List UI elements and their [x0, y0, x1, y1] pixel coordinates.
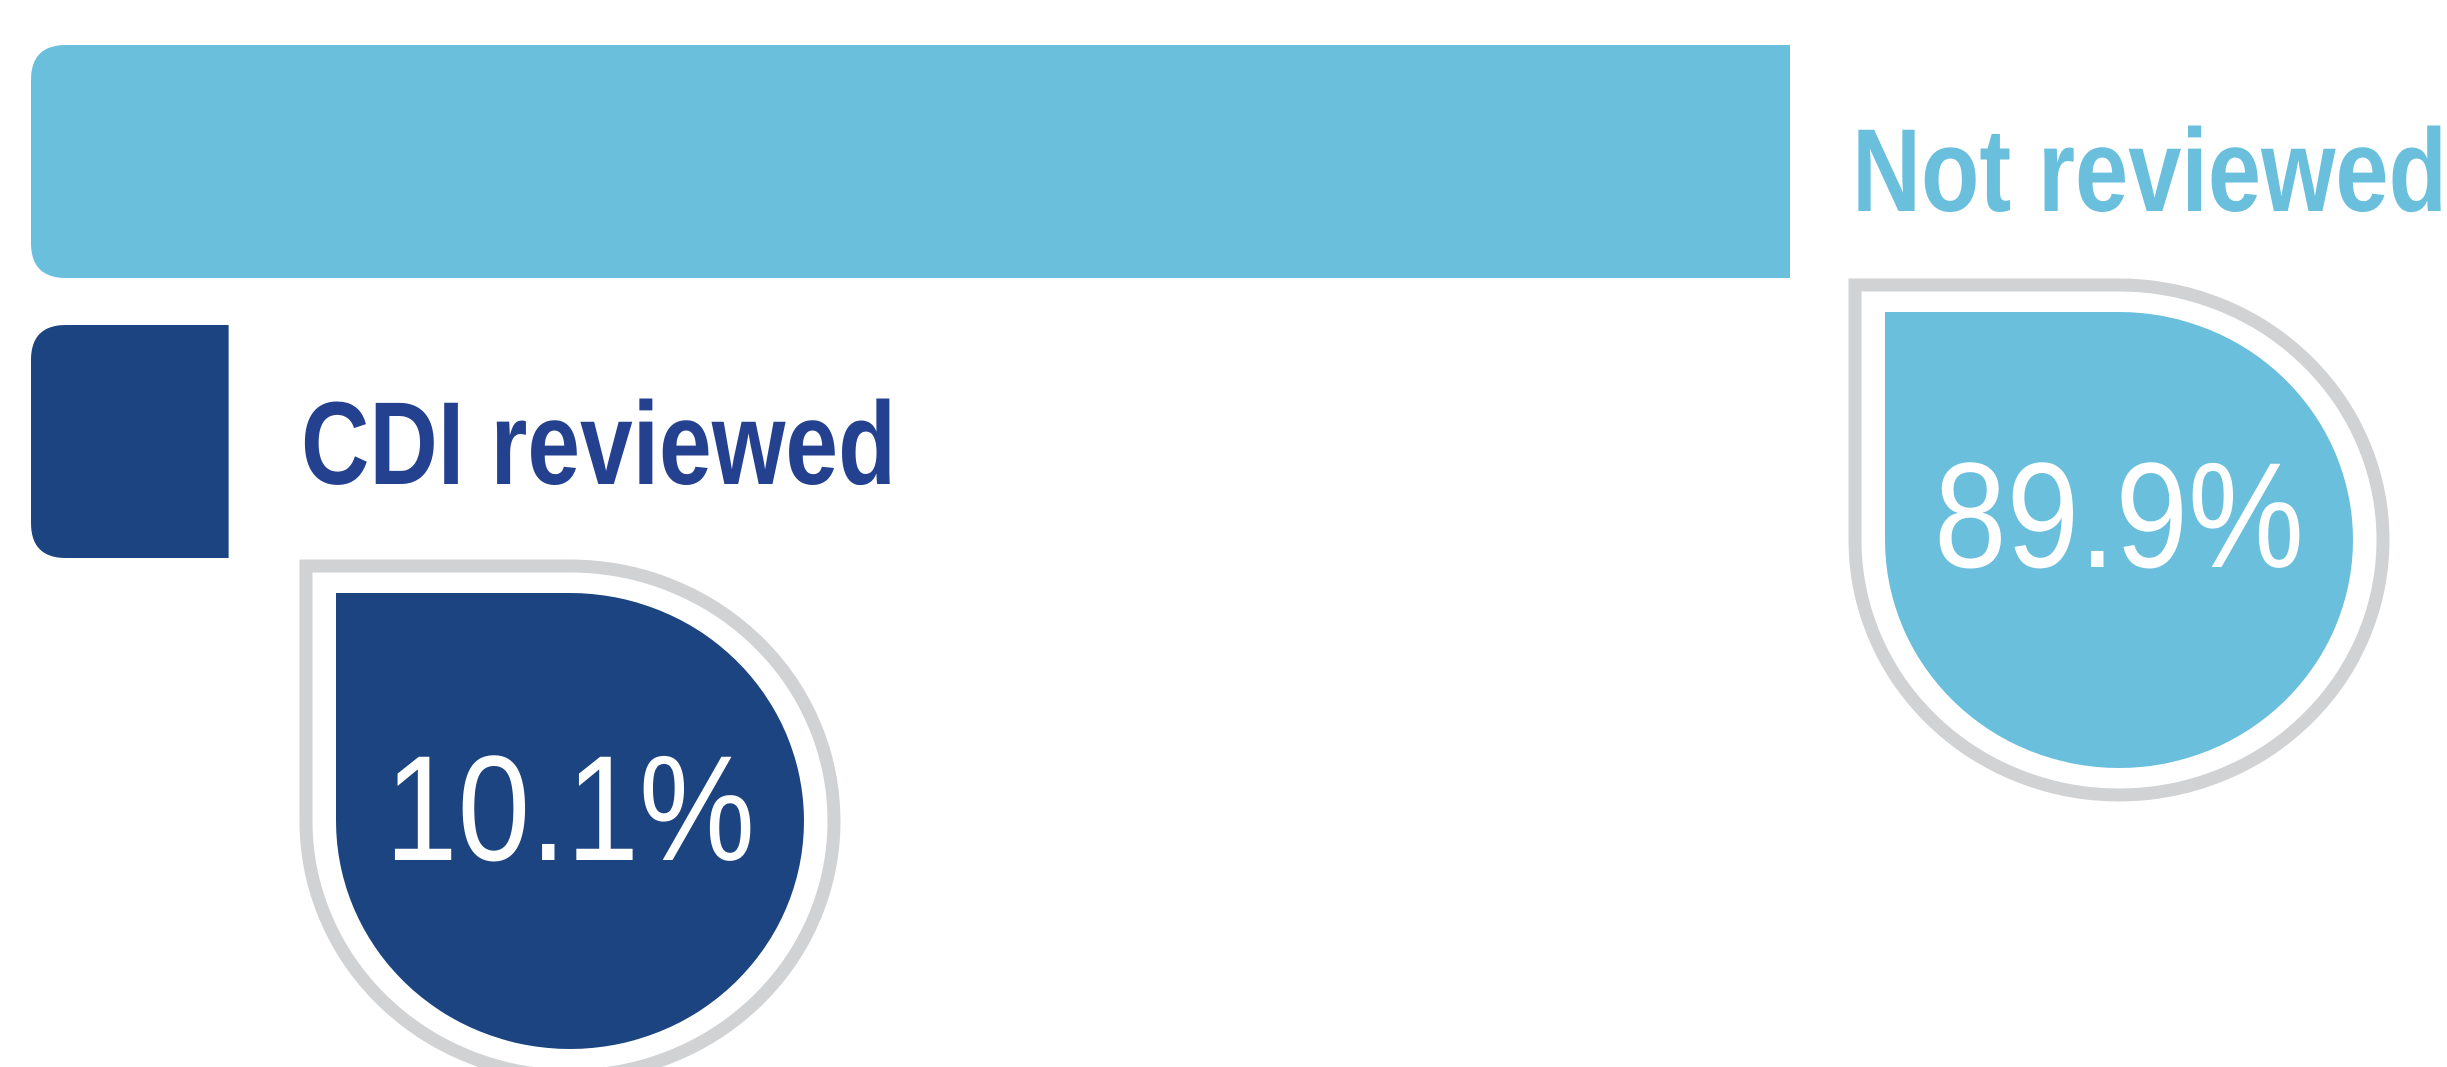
badge — [1885, 312, 2353, 768]
value-label: 10.1% — [385, 724, 755, 892]
badge — [336, 593, 804, 1049]
value-label: 89.9% — [1934, 431, 2304, 599]
bar — [31, 325, 229, 558]
bar — [31, 45, 1790, 278]
category-label: CDI reviewed — [301, 378, 896, 510]
category-label: Not reviewed — [1852, 105, 2447, 237]
